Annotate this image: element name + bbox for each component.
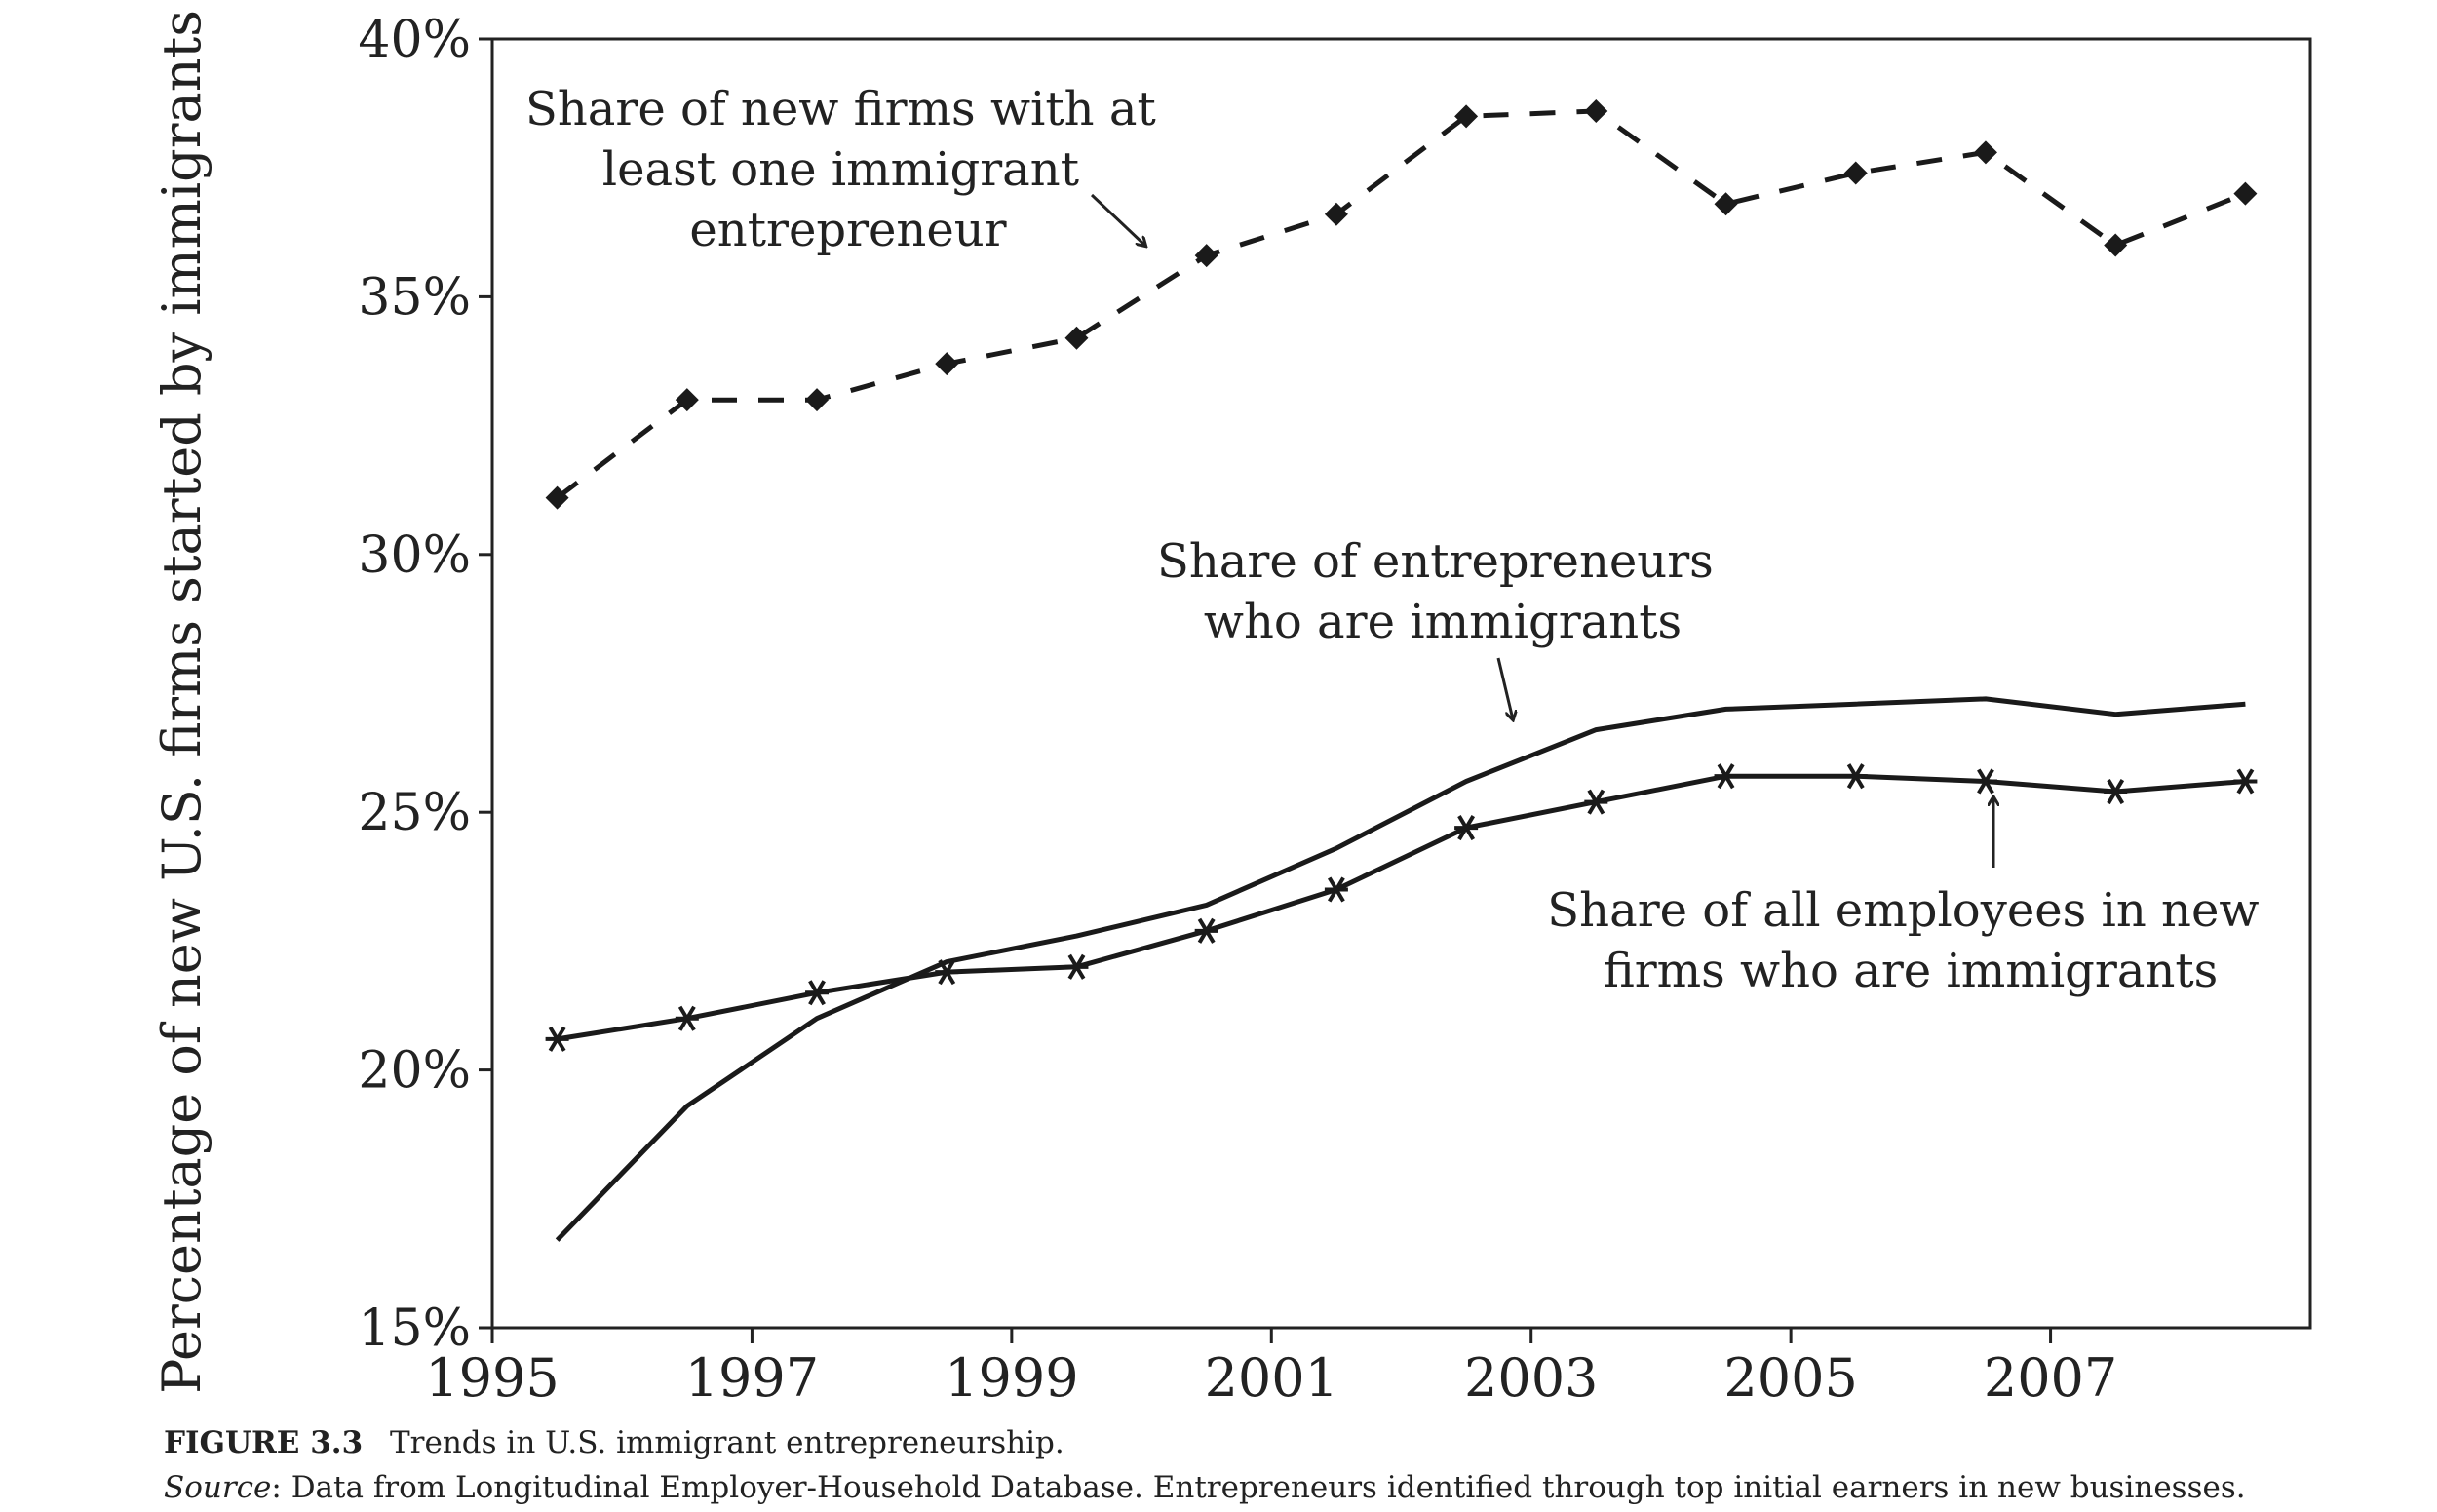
source-label: Source: [164, 1470, 272, 1505]
data-point-asterisk: [675, 1005, 699, 1031]
data-point-asterisk: [805, 980, 830, 1006]
figure-title: Trends in U.S. immigrant entrepreneurshi…: [390, 1425, 1064, 1460]
y-tick-label: 20%: [358, 1042, 471, 1101]
y-axis-label: Percentage of new U.S. firms started by …: [151, 10, 213, 1394]
asterisk-stroke: [1587, 789, 1605, 815]
annotation-2-line-1: Share of entrepreneurs: [1157, 534, 1714, 589]
series-3-line: [557, 773, 2246, 1042]
asterisk-stroke: [1457, 815, 1476, 841]
y-tick-label: 25%: [358, 784, 471, 842]
data-point-diamond: [1194, 244, 1218, 268]
asterisk-stroke: [2107, 779, 2125, 805]
data-point-diamond: [1064, 326, 1089, 350]
asterisk-stroke: [1067, 953, 1086, 980]
data-point-asterisk: [1843, 763, 1868, 790]
x-tick-label: 1999: [945, 1347, 1078, 1409]
y-tick-label: 15%: [358, 1299, 471, 1358]
data-point-asterisk: [935, 959, 959, 986]
x-tick-label: 2001: [1205, 1347, 1338, 1409]
data-point-diamond: [1584, 99, 1608, 124]
asterisk-stroke: [1197, 917, 1216, 944]
data-point-diamond: [1973, 140, 1997, 165]
asterisk-stroke: [1846, 763, 1865, 790]
figure-source: Source: Data from Longitudinal Employer-…: [164, 1470, 2246, 1505]
annotation-2-line-2: who are immigrants: [1204, 595, 1682, 649]
annotation-series-3: Share of all employees in new firms who …: [1547, 883, 2273, 998]
data-point-asterisk: [1714, 763, 1738, 790]
annotation-1-arrow: [1090, 193, 1145, 246]
data-point-asterisk: [1973, 768, 1997, 795]
annotation-1-line-2: least one immigrant: [602, 142, 1079, 197]
x-tick-label: 1997: [685, 1347, 819, 1409]
figure-caption: FIGURE 3.3 Trends in U.S. immigrant entr…: [164, 1425, 1064, 1460]
asterisk-stroke: [808, 980, 826, 1006]
data-point-diamond: [545, 485, 569, 510]
annotation-2-arrow: [1496, 657, 1513, 719]
x-tick-label: 2005: [1723, 1347, 1857, 1409]
series-3: [545, 763, 2258, 1052]
data-point-asterisk: [1194, 917, 1218, 944]
series-2-line: [555, 696, 2246, 1242]
x-tick-label: 2003: [1464, 1347, 1598, 1409]
asterisk-stroke: [1717, 763, 1735, 790]
series-1-line: [556, 108, 2247, 500]
x-tick-label: 1995: [425, 1347, 559, 1409]
data-point-asterisk: [1064, 953, 1089, 980]
series-1: [545, 99, 2258, 510]
axes: 15% 20% 25% 30% 35% 40% 1995 1997 1999 2001 2003 20…: [358, 11, 2312, 1409]
series-2: [555, 696, 2246, 1242]
data-point-diamond: [935, 352, 959, 376]
y-tick-label: 40%: [358, 11, 471, 69]
data-point-asterisk: [1454, 815, 1479, 841]
data-point-diamond: [1843, 161, 1868, 185]
data-point-diamond: [1714, 192, 1738, 216]
data-point-asterisk: [2104, 779, 2128, 805]
asterisk-stroke: [548, 1026, 566, 1052]
figure-label: FIGURE 3.3: [164, 1425, 364, 1460]
y-axis-label-line1: Percentage of new U.S. firms started by …: [151, 10, 213, 1394]
data-point-asterisk: [1324, 876, 1348, 903]
y-tick-label: 35%: [358, 268, 471, 327]
y-tick-label: 30%: [358, 526, 471, 585]
source-text: : Data from Longitudinal Employer-Househ…: [271, 1470, 2246, 1505]
annotation-series-1: Share of new firms with at least one imm…: [525, 82, 1171, 257]
plot-frame: [490, 37, 2312, 1330]
series-layer: [545, 99, 2258, 1242]
data-point-diamond: [1454, 104, 1479, 129]
data-point-asterisk: [2233, 768, 2258, 795]
data-point-diamond: [1324, 202, 1348, 226]
asterisk-stroke: [1327, 876, 1345, 903]
asterisk-stroke: [938, 959, 956, 986]
annotations: Share of new firms with at least one imm…: [525, 82, 2273, 998]
annotation-1-line-1: Share of new firms with at: [525, 82, 1156, 136]
asterisk-stroke: [677, 1005, 696, 1031]
data-point-diamond: [675, 388, 699, 412]
asterisk-stroke: [1977, 768, 1994, 795]
annotation-series-2: Share of entrepreneurs who are immigrant…: [1157, 534, 1728, 649]
data-point-diamond: [2104, 233, 2128, 257]
asterisk-stroke: [2236, 768, 2255, 795]
annotation-1-line-3: entrepreneur: [689, 203, 1006, 257]
data-point-diamond: [2233, 181, 2258, 206]
x-tick-label: 2007: [1984, 1347, 2117, 1409]
annotation-3-line-1: Share of all employees in new: [1547, 883, 2259, 938]
data-point-asterisk: [1584, 789, 1608, 815]
data-point-asterisk: [545, 1026, 569, 1052]
annotation-3-line-2: firms who are immigrants: [1604, 944, 2219, 998]
data-point-diamond: [805, 388, 830, 412]
